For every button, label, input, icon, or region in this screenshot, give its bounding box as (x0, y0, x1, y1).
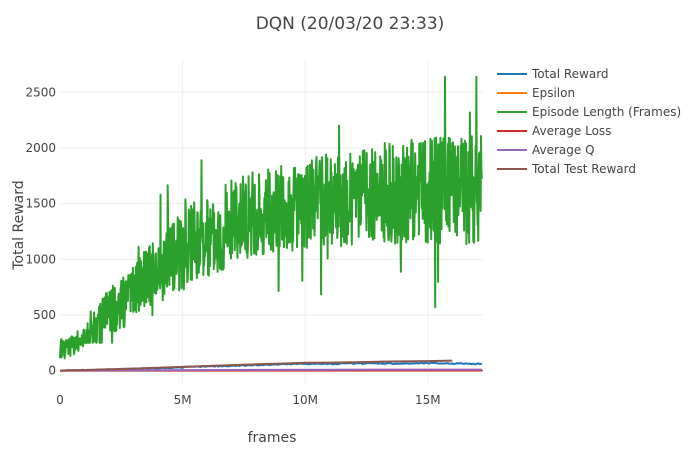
series-line-average-q (59, 368, 482, 372)
legend-item[interactable]: Epsilon (497, 86, 575, 100)
legend-item[interactable]: Total Reward (497, 67, 609, 81)
y-tick-label: 0 (48, 364, 56, 378)
y-axis-ticks: 0 500 1000 1500 2000 2500 (25, 85, 56, 377)
x-tick-label: 10M (292, 393, 318, 407)
y-tick-label: 1000 (25, 252, 56, 266)
legend-label: Total Reward (531, 67, 609, 81)
x-axis-ticks: 0 5M 10M 15M (56, 393, 440, 407)
legend-label: Epsilon (532, 86, 575, 100)
x-tick-label: 15M (415, 393, 441, 407)
series-layer (59, 75, 483, 372)
y-tick-label: 2500 (25, 85, 56, 99)
series-line-total-test-reward (59, 359, 453, 372)
legend-label: Average Loss (532, 124, 611, 138)
x-axis-title: frames (248, 430, 297, 446)
x-tick-label: 0 (56, 393, 64, 407)
chart-title: DQN (20/03/20 23:33) (256, 14, 445, 34)
series-line-episode-length-frames (59, 75, 483, 360)
legend-label: Episode Length (Frames) (532, 105, 681, 119)
legend-item[interactable]: Total Test Reward (497, 162, 636, 176)
legend-item[interactable]: Average Loss (497, 124, 611, 138)
y-tick-label: 2000 (25, 141, 56, 155)
legend[interactable]: Total Reward Epsilon Episode Length (Frame… (497, 67, 681, 176)
x-tick-label: 5M (174, 393, 192, 407)
legend-label: Total Test Reward (531, 162, 636, 176)
legend-item[interactable]: Average Q (497, 143, 595, 157)
y-tick-label: 500 (33, 308, 56, 322)
y-axis-title: Total Reward (11, 180, 27, 270)
legend-item[interactable]: Episode Length (Frames) (497, 105, 681, 119)
legend-label: Average Q (532, 143, 595, 157)
y-tick-label: 1500 (25, 197, 56, 211)
